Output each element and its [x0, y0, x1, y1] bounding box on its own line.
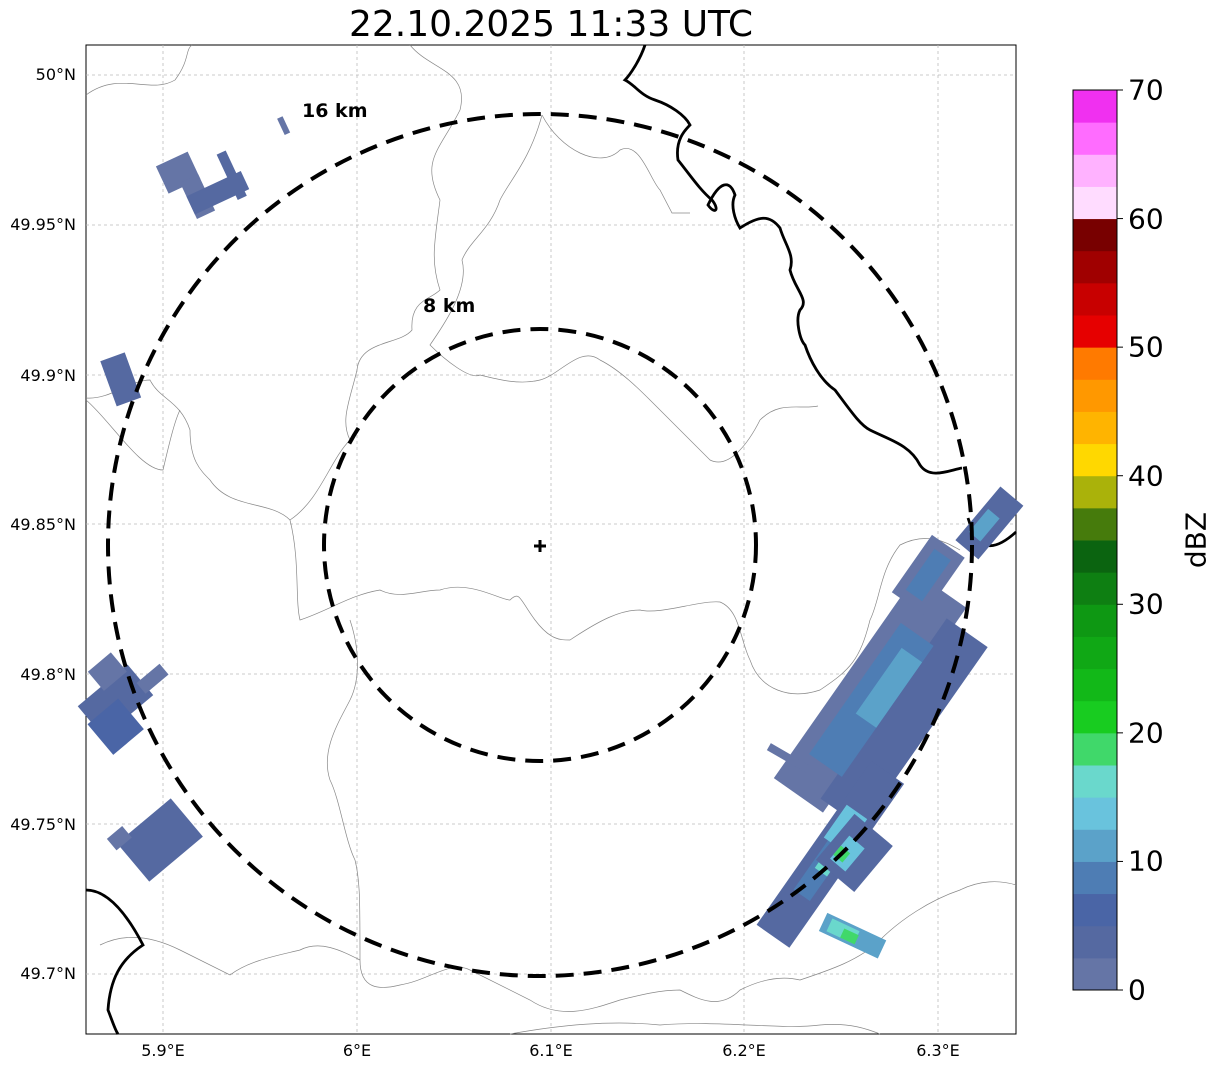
border-line	[289, 519, 961, 694]
echo-cell	[840, 928, 859, 945]
map-title: 22.10.2025 11:33 UTC	[348, 4, 754, 45]
lat-tick-label: 49.8°N	[20, 665, 76, 684]
colorbar-tick-label: 30	[1128, 587, 1164, 621]
lat-tick-label: 49.95°N	[10, 215, 76, 234]
border-river	[622, 44, 963, 475]
colorbar-tick-label: 40	[1128, 459, 1164, 493]
colorbar-segment	[1073, 250, 1117, 284]
colorbar-segment	[1073, 443, 1117, 477]
lon-tick-label: 6°E	[342, 1041, 372, 1060]
radar-site-marker	[534, 540, 546, 552]
colorbar-segment	[1073, 379, 1117, 412]
colorbar-segment	[1073, 315, 1117, 348]
lat-tick-label: 49.75°N	[10, 815, 76, 834]
echo-cell	[87, 698, 144, 755]
lon-tick-label: 6.2°E	[722, 1041, 766, 1060]
border-national	[85, 888, 145, 1035]
border-line	[85, 399, 181, 471]
border-line	[326, 619, 1017, 1012]
ring-label-16km: 16 km	[302, 100, 368, 122]
colorbar-frame	[1072, 89, 1118, 991]
colorbar-tick-label: 70	[1128, 73, 1164, 107]
echo-cell	[766, 743, 810, 773]
colorbar-segment	[1073, 765, 1117, 798]
ring-label-8km: 8 km	[423, 295, 476, 317]
colorbar-segment	[1073, 732, 1117, 766]
echo-cell	[968, 508, 1000, 542]
colorbar-segment	[1073, 957, 1117, 991]
border-line	[85, 44, 193, 96]
echo-cell	[100, 352, 142, 407]
colorbar-segment	[1073, 829, 1117, 862]
lat-tick-label: 50°N	[35, 65, 76, 84]
colorbar-segment	[1073, 90, 1117, 123]
lat-tick-label: 49.7°N	[20, 964, 76, 983]
colorbar	[1073, 89, 1123, 991]
echo-cell	[855, 647, 923, 728]
lon-tick-label: 6.3°E	[916, 1041, 960, 1060]
echo-cell	[106, 826, 132, 851]
echo-cell	[905, 548, 951, 602]
echo-cell	[277, 116, 291, 136]
echo-cluster-w2	[77, 652, 169, 755]
echo-cell	[216, 150, 247, 200]
colorbar-segment	[1073, 411, 1117, 445]
colorbar-tick-label: 60	[1128, 202, 1164, 236]
colorbar-tick-label: 50	[1128, 330, 1164, 364]
colorbar-segment	[1073, 218, 1117, 252]
colorbar-segment	[1073, 507, 1117, 541]
echo-cluster-w1	[100, 352, 142, 407]
range-ring-16km	[106, 112, 974, 978]
colorbar-segment	[1073, 893, 1117, 927]
border-line	[85, 44, 462, 521]
colorbar-tick-label: 10	[1128, 844, 1164, 878]
echo-cluster-se2	[818, 912, 887, 959]
colorbar-segment	[1073, 122, 1117, 155]
colorbar-tick-label: 0	[1128, 973, 1146, 1007]
colorbar-unit-label: dBZ	[1179, 511, 1207, 569]
colorbar-segment	[1073, 572, 1117, 605]
border-line	[429, 114, 819, 463]
range-rings	[106, 112, 974, 978]
colorbar-segment	[1073, 861, 1117, 895]
colorbar-segment	[1073, 925, 1117, 959]
lon-tick-label: 6.1°E	[529, 1041, 573, 1060]
echo-cluster-sw	[106, 798, 203, 882]
lon-tick-label: 5.9°E	[141, 1041, 185, 1060]
admin-borders	[85, 44, 1017, 1035]
colorbar-segment	[1073, 347, 1117, 380]
colorbar-segment	[1073, 475, 1117, 509]
colorbar-segment	[1073, 540, 1117, 573]
range-ring-8km	[322, 327, 758, 763]
lat-tick-label: 49.9°N	[20, 366, 76, 385]
echo-cell	[87, 652, 127, 691]
echo-cluster-se3	[766, 743, 810, 773]
colorbar-segment	[1073, 636, 1117, 670]
radar-echoes	[77, 116, 1024, 959]
border-line	[509, 1022, 881, 1035]
colorbar-segment	[1073, 604, 1117, 637]
colorbar-segment	[1073, 282, 1117, 316]
colorbar-segment	[1073, 797, 1117, 830]
lat-tick-label: 49.85°N	[10, 515, 76, 534]
echo-cell	[136, 663, 169, 694]
colorbar-segment	[1073, 700, 1117, 734]
border-line	[99, 937, 361, 976]
colorbar-segment	[1073, 668, 1117, 702]
echo-cluster-ne	[955, 486, 1024, 560]
border-line	[541, 114, 690, 214]
echo-cell	[117, 798, 203, 882]
colorbar-tick-label: 20	[1128, 716, 1164, 750]
echo-cluster-nw	[155, 116, 291, 219]
colorbar-segment	[1073, 186, 1117, 220]
colorbar-segment	[1073, 154, 1117, 187]
